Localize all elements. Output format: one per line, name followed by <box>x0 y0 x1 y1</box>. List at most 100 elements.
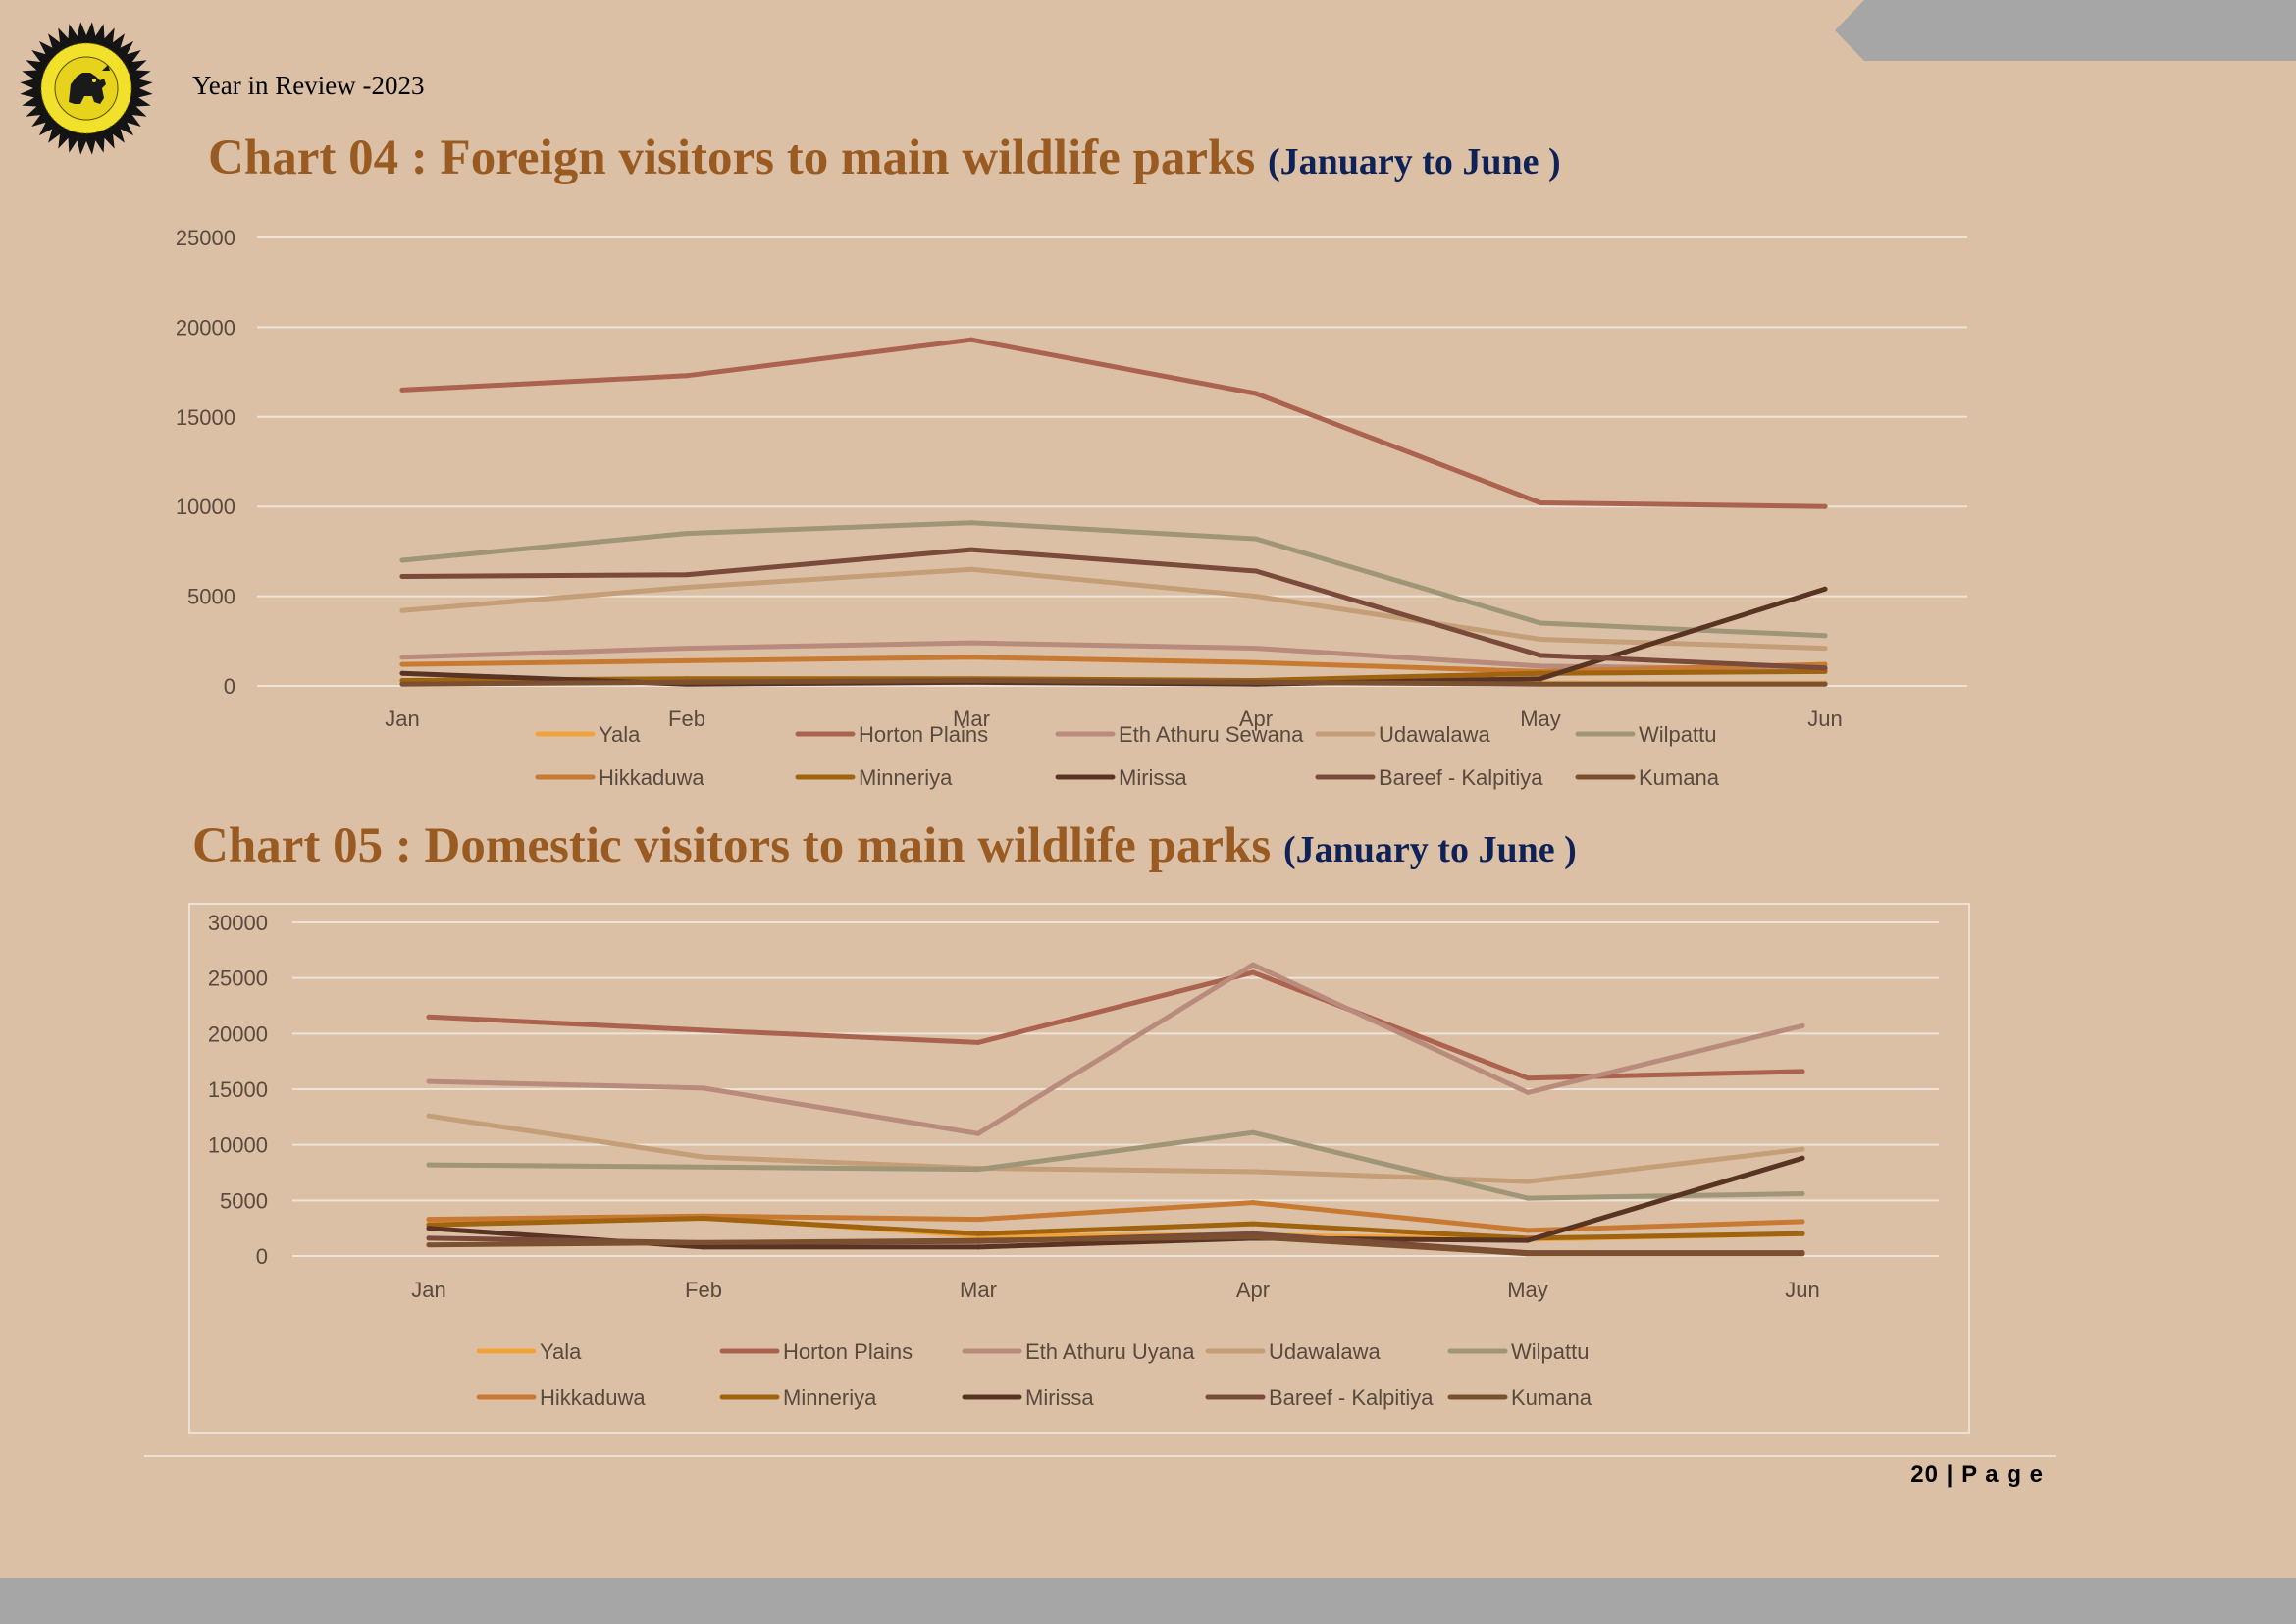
data-point <box>701 1215 706 1221</box>
data-point <box>1525 1179 1531 1184</box>
data-point <box>1253 646 1259 652</box>
chart-05-title-main: Chart 05 : Domestic visitors to main wil… <box>192 818 1272 873</box>
series-line-chart04-1 <box>399 337 1828 509</box>
data-point <box>968 655 974 660</box>
data-point <box>426 1242 432 1248</box>
data-point <box>426 1226 432 1231</box>
data-point <box>1800 1022 1805 1028</box>
data-point <box>684 646 690 652</box>
data-point <box>1538 681 1543 687</box>
data-point <box>1800 1251 1805 1257</box>
data-point <box>1250 1221 1256 1227</box>
data-point <box>684 572 690 578</box>
legend-label: Minneriya <box>783 1386 877 1410</box>
data-point <box>399 557 405 563</box>
data-point <box>975 1231 981 1236</box>
data-point <box>1822 633 1828 639</box>
data-point <box>1250 969 1256 975</box>
x-tick-label: May <box>1507 1278 1548 1302</box>
data-point <box>1525 1251 1531 1257</box>
data-point <box>1253 568 1259 574</box>
data-point <box>1538 500 1543 506</box>
data-point <box>1253 536 1259 542</box>
data-point <box>1250 1234 1256 1240</box>
data-point <box>701 1244 706 1250</box>
data-point <box>399 661 405 667</box>
series-line-chart05-6 <box>426 1216 1805 1241</box>
legend-label: Udawalawa <box>1269 1339 1381 1364</box>
data-point <box>684 657 690 663</box>
legend-label: Mirissa <box>1025 1386 1094 1410</box>
data-point <box>1253 679 1259 685</box>
x-tick-label: Mar <box>960 1278 997 1302</box>
y-tick-label: 25000 <box>208 967 268 991</box>
data-point <box>968 337 974 342</box>
x-tick-label: Jan <box>411 1278 445 1302</box>
x-tick-label: Feb <box>668 707 705 731</box>
y-tick-label: 25000 <box>176 226 235 250</box>
data-point <box>968 640 974 646</box>
data-point <box>399 607 405 613</box>
x-tick-label: Mar <box>953 707 990 731</box>
series-line-chart04-4 <box>399 520 1828 639</box>
data-point <box>968 566 974 572</box>
legend-label: Horton Plains <box>783 1339 913 1364</box>
data-point <box>1250 1200 1256 1206</box>
y-tick-label: 15000 <box>176 405 235 430</box>
data-point <box>975 1244 981 1250</box>
sri-lanka-lion-emblem-icon <box>20 22 153 155</box>
data-point <box>1538 663 1543 669</box>
data-point <box>701 1164 706 1170</box>
chart-04-plot: 0 5000 10000 15000 20000 25000 Jan Feb Mar Apr May… <box>176 226 1967 790</box>
legend-label: Yala <box>599 722 641 747</box>
data-point <box>1525 1075 1531 1081</box>
y-tick-label: 5000 <box>187 585 235 609</box>
data-point <box>975 1167 981 1173</box>
data-point <box>968 678 974 684</box>
series-line-chart05-1 <box>426 969 1805 1081</box>
data-point <box>1822 681 1828 687</box>
data-point <box>968 520 974 526</box>
series-line-chart05-4 <box>426 1129 1805 1201</box>
data-point <box>684 679 690 685</box>
x-tick-label: Jun <box>1807 707 1842 731</box>
data-point <box>1250 1129 1256 1135</box>
legend-label: Bareef - Kalpitiya <box>1269 1386 1434 1410</box>
legend-label: Mirissa <box>1119 765 1187 790</box>
data-point <box>701 1085 706 1091</box>
data-point <box>1800 1219 1805 1225</box>
legend-label: Horton Plains <box>859 722 988 747</box>
data-point <box>426 1078 432 1084</box>
data-point <box>1822 586 1828 592</box>
x-tick-label: May <box>1520 707 1561 731</box>
data-point <box>684 373 690 379</box>
x-tick-label: Apr <box>1239 707 1273 731</box>
series-line-chart05-3 <box>426 1113 1805 1184</box>
legend-label: Kumana <box>1639 765 1720 790</box>
data-point <box>1538 653 1543 658</box>
legend-label: Kumana <box>1511 1386 1592 1410</box>
data-point <box>399 655 405 660</box>
data-point <box>1800 1146 1805 1152</box>
data-point <box>1525 1195 1531 1201</box>
data-point <box>1525 1237 1531 1243</box>
data-point <box>684 531 690 537</box>
data-point <box>426 1217 432 1223</box>
data-point <box>426 1235 432 1241</box>
data-point <box>426 1014 432 1020</box>
legend-label: Hikkaduwa <box>540 1386 646 1410</box>
data-point <box>1525 1089 1531 1095</box>
chart-04-title: Chart 04 : Foreign visitors to main wild… <box>208 130 1561 186</box>
legend-label: Minneriya <box>859 765 953 790</box>
legend-label: Yala <box>540 1339 582 1364</box>
data-point <box>1253 659 1259 665</box>
page-number: 20 | P a g e <box>1910 1461 2044 1488</box>
page-word: P a g e <box>1961 1461 2044 1488</box>
data-point <box>701 1239 706 1245</box>
x-tick-label: Apr <box>1236 1278 1270 1302</box>
y-tick-label: 20000 <box>176 315 235 340</box>
y-tick-label: 15000 <box>208 1077 268 1102</box>
y-tick-label: 30000 <box>208 911 268 935</box>
series-line-chart05-5 <box>426 1200 1805 1233</box>
y-tick-label: 10000 <box>208 1133 268 1158</box>
